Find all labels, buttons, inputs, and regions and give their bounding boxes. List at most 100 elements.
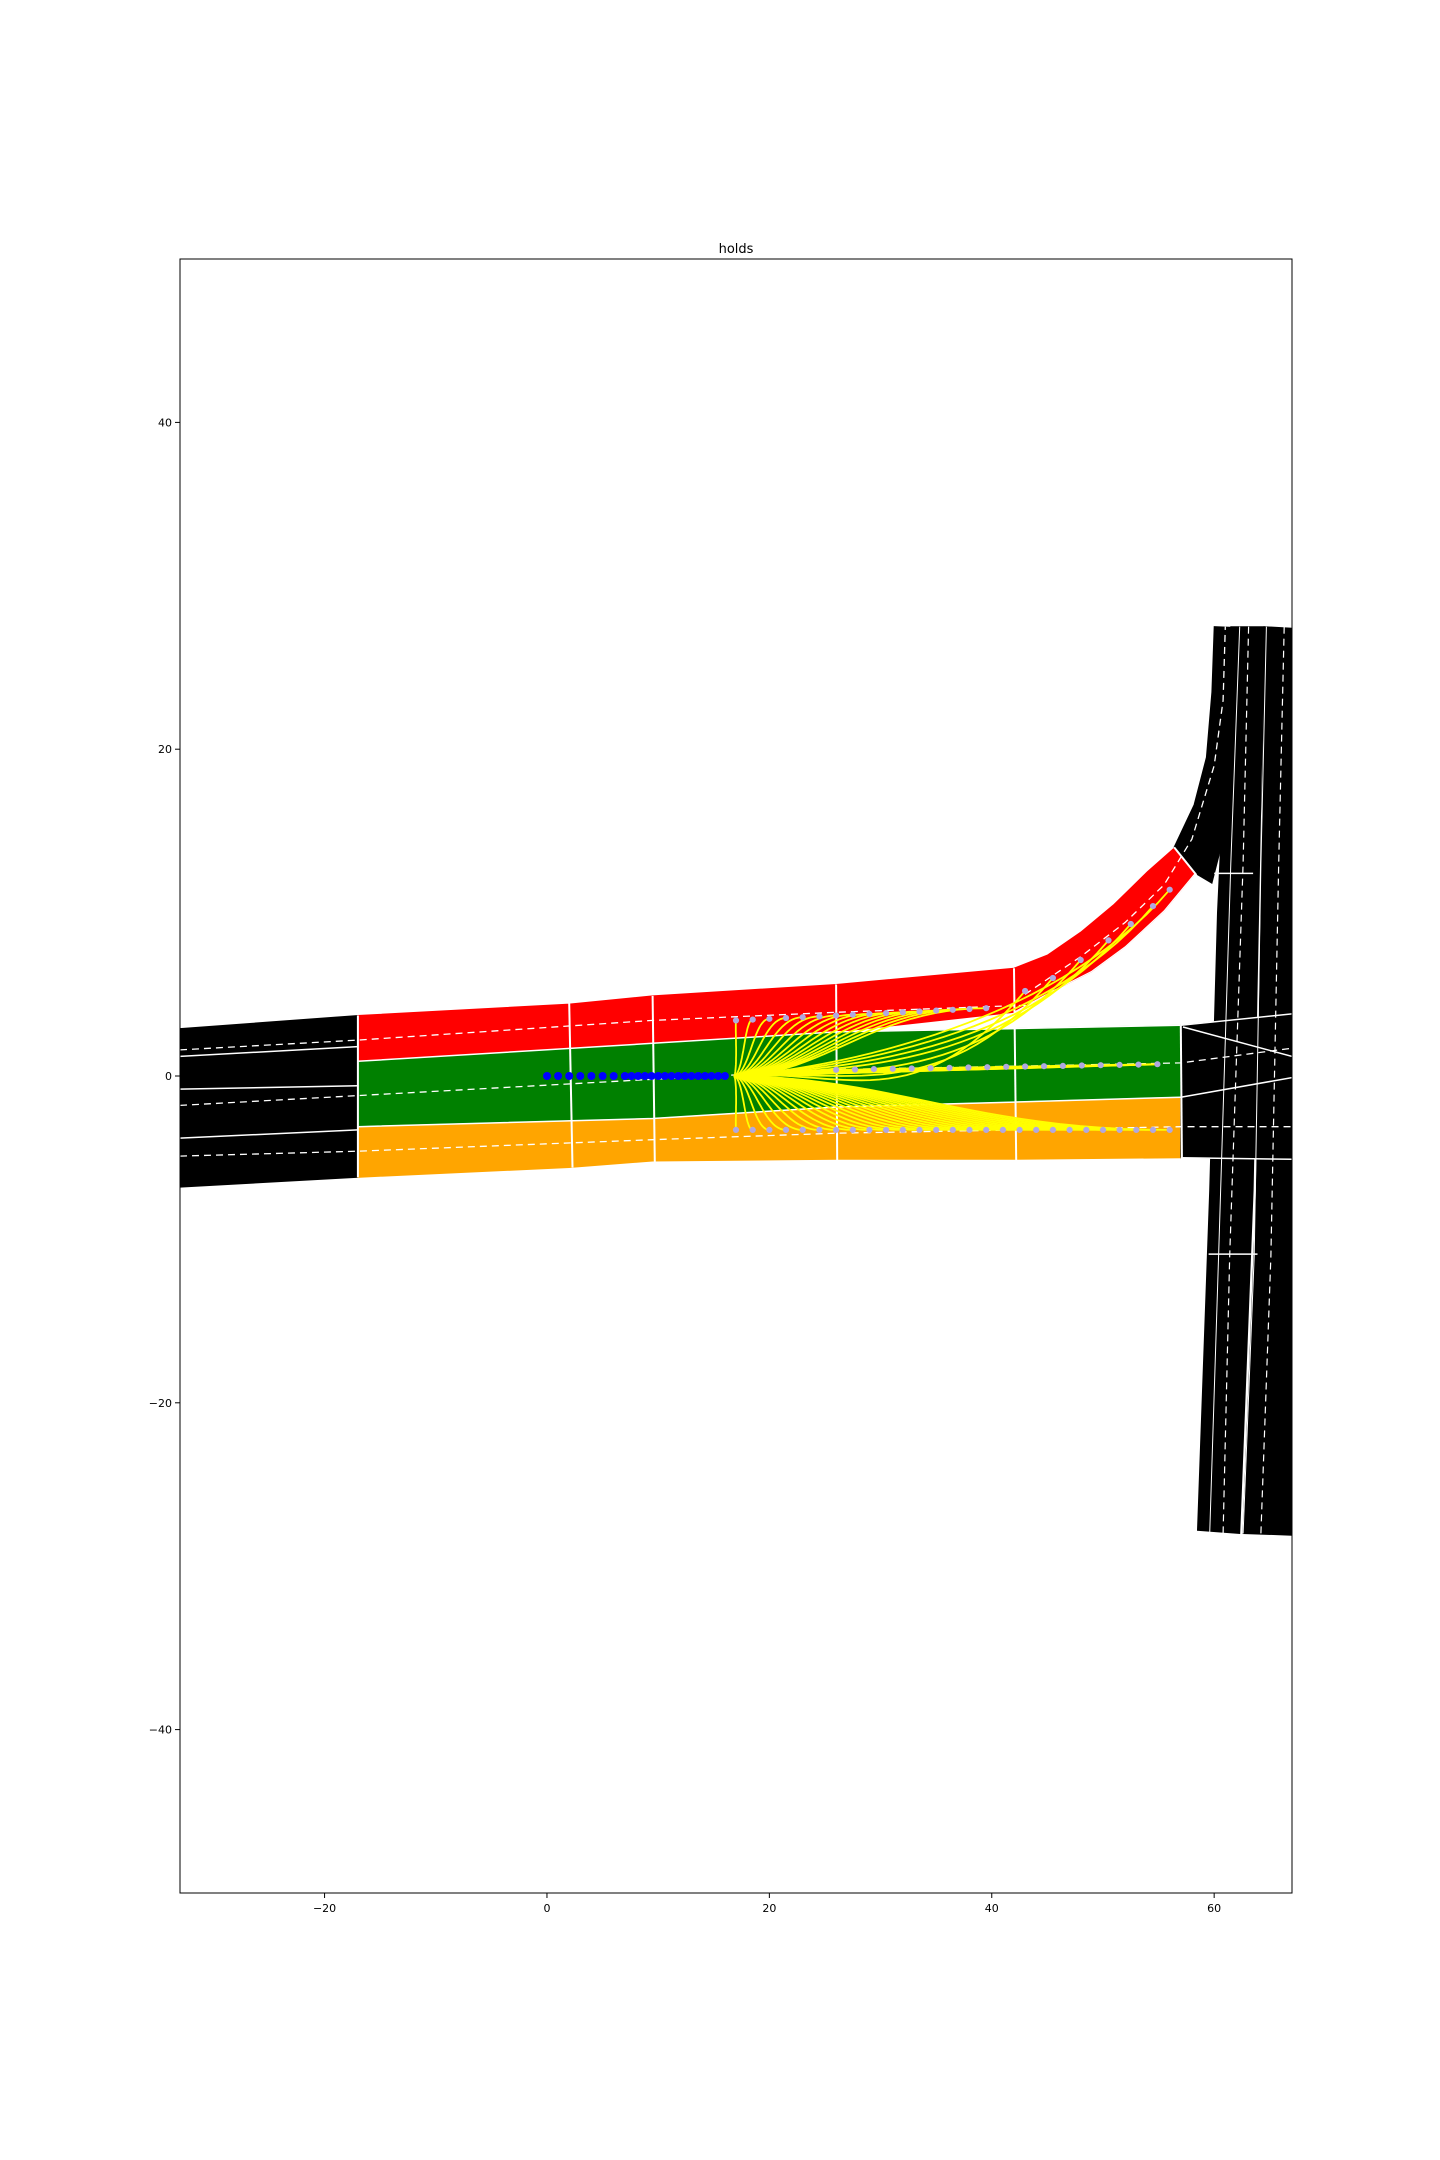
- x-tick-label: −20: [313, 1902, 336, 1915]
- goal-point: [782, 1014, 790, 1022]
- trajectory-right-7: [733, 1075, 837, 1131]
- goal-point: [1040, 1063, 1048, 1070]
- goal-point: [1149, 903, 1157, 910]
- goal-point: [965, 1064, 972, 1071]
- road-segment-west: [180, 1014, 359, 1188]
- goal-point: [766, 1015, 773, 1022]
- goal-point: [1003, 1063, 1010, 1070]
- goal-point: [1049, 974, 1057, 982]
- trajectory-right-1: [733, 1075, 737, 1131]
- goal-point: [833, 1012, 840, 1019]
- goal-point: [1016, 1126, 1023, 1134]
- goal-point: [1127, 920, 1134, 928]
- goal-point: [849, 1011, 856, 1018]
- goal-point: [799, 1126, 806, 1134]
- lane-line-west-3: [180, 1129, 358, 1139]
- goal-point: [1049, 1126, 1057, 1134]
- plot-area: [180, 626, 1292, 1536]
- history-point: [598, 1072, 607, 1080]
- history-point: [620, 1072, 629, 1080]
- lane-line-vertical-2: [1242, 626, 1267, 1534]
- centerline-left: [180, 1000, 1181, 1051]
- history-point: [720, 1072, 729, 1080]
- chart-title: holds: [719, 242, 754, 257]
- goal-point: [1135, 1061, 1142, 1068]
- centerline-right: [180, 1126, 1292, 1157]
- history-point: [554, 1072, 563, 1080]
- goal-point: [927, 1065, 934, 1072]
- goal-point: [946, 1064, 953, 1071]
- trajectory-turn-4: [733, 939, 1110, 1077]
- x-axis: −20 0 20 40 60: [313, 1893, 1221, 1915]
- segment-divider-turn: [1173, 846, 1198, 876]
- goal-point: [833, 1066, 840, 1073]
- trajectory-turn-5: [733, 923, 1132, 1077]
- trajectory-left-2: [733, 1018, 753, 1077]
- trajectory-right-5: [733, 1075, 803, 1131]
- history-point: [694, 1072, 703, 1080]
- goal-point: [1078, 1062, 1085, 1069]
- trajectory-right-2: [733, 1075, 753, 1131]
- lane-line-east-1: [1180, 1013, 1292, 1027]
- goal-point: [1022, 987, 1029, 995]
- goal-point: [949, 1006, 956, 1013]
- goal-point: [1149, 1126, 1157, 1134]
- lane-line-west-1: [180, 1045, 358, 1058]
- goal-point: [949, 1126, 956, 1134]
- lane-line-east-3: [1180, 1156, 1292, 1161]
- goal-point: [889, 1065, 896, 1072]
- y-axis: −40 −20 0 20 40: [149, 416, 180, 1737]
- lane-line-east-2: [1180, 1076, 1292, 1098]
- goal-point: [899, 1009, 906, 1016]
- centerline-vertical-1: [1222, 626, 1250, 1534]
- trajectory-right-4: [733, 1075, 787, 1131]
- goal-point: [1099, 1126, 1107, 1134]
- centerline-center: [180, 1047, 1292, 1107]
- y-tick-label: −20: [149, 1397, 172, 1410]
- goal-point: [799, 1014, 806, 1021]
- goal-point: [816, 1013, 823, 1020]
- centerline-vertical-2: [1260, 626, 1285, 1534]
- trajectory-right-27: [733, 1075, 1170, 1131]
- goal-point: [916, 1126, 923, 1134]
- trajectory-turn-3: [733, 959, 1082, 1077]
- history-point: [587, 1072, 596, 1080]
- segment-divider-6: [1179, 1025, 1183, 1158]
- trajectory-left-4: [733, 1017, 787, 1077]
- goal-point: [1133, 1126, 1140, 1134]
- goal-point: [782, 1126, 790, 1134]
- goal-point: [749, 1126, 756, 1134]
- goal-point: [866, 1010, 873, 1018]
- goal-point: [883, 1010, 890, 1017]
- history-point: [627, 1072, 636, 1080]
- goal-point: [1154, 1061, 1161, 1068]
- y-tick-label: 20: [158, 743, 172, 756]
- trajectory-turn-6: [733, 905, 1154, 1077]
- goal-point: [1033, 1126, 1040, 1134]
- goal-point: [1116, 1061, 1123, 1069]
- trajectory-left-3: [733, 1017, 770, 1077]
- goal-point: [766, 1126, 773, 1134]
- goal-point: [1105, 937, 1112, 944]
- goal-point: [999, 1126, 1007, 1134]
- road-vertical-west: [1196, 626, 1265, 1535]
- trajectory-turn-7: [733, 889, 1171, 1077]
- goal-point: [916, 1008, 923, 1015]
- goal-point: [866, 1126, 873, 1134]
- x-tick-label: 40: [985, 1902, 999, 1915]
- goal-point: [749, 1016, 756, 1023]
- goal-point: [1116, 1126, 1123, 1134]
- history-point: [654, 1072, 663, 1080]
- history-point: [647, 1072, 656, 1080]
- x-tick-label: 20: [762, 1902, 776, 1915]
- goal-point: [908, 1065, 915, 1072]
- history-point: [609, 1072, 618, 1080]
- history-point: [714, 1072, 723, 1080]
- goal-point: [899, 1126, 906, 1134]
- trajectory-left-1: [733, 1020, 737, 1077]
- trajectory-left-5: [733, 1016, 803, 1077]
- history-point: [667, 1072, 676, 1080]
- y-tick-label: −40: [149, 1724, 172, 1737]
- history-point: [640, 1072, 649, 1080]
